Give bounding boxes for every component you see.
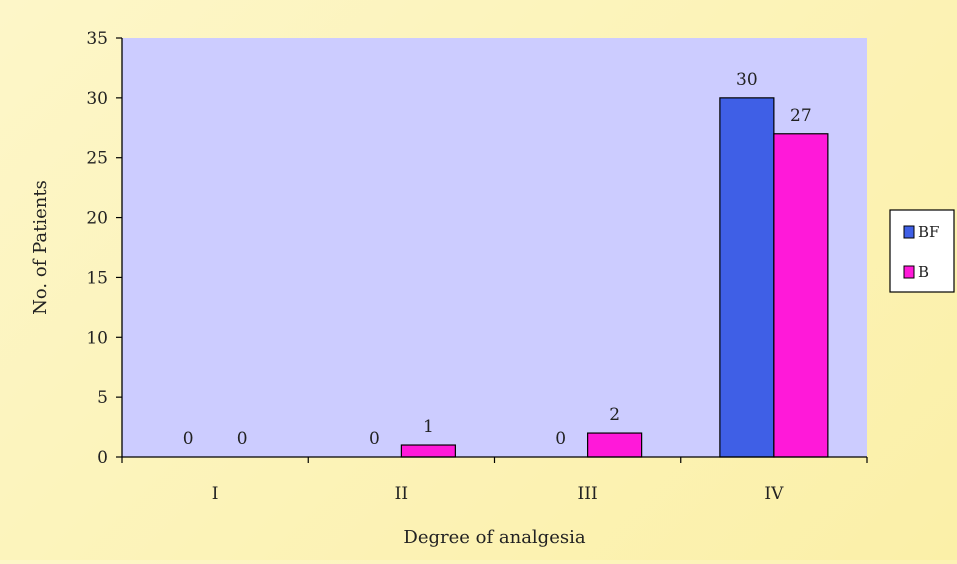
x-tick-label: I <box>212 484 219 504</box>
data-label: 27 <box>790 106 812 126</box>
legend-box <box>889 209 955 293</box>
legend-label-bf: BF <box>918 223 939 241</box>
legend-label-b: B <box>918 263 929 281</box>
data-label: 0 <box>369 429 380 449</box>
x-tick-label: III <box>578 484 598 504</box>
y-tick-label: 35 <box>86 29 108 49</box>
data-label: 30 <box>736 70 758 90</box>
y-tick-label: 10 <box>86 328 108 348</box>
data-label: 2 <box>609 405 620 425</box>
y-tick-label: 5 <box>97 388 108 408</box>
bar-b-iv <box>773 133 829 458</box>
y-tick-label: 30 <box>86 89 108 109</box>
legend: BF B <box>889 209 955 293</box>
y-tick-label: 0 <box>97 448 108 468</box>
data-label: 0 <box>183 429 194 449</box>
x-tick-label: IV <box>764 484 784 504</box>
bar-b-ii <box>400 444 456 458</box>
data-label: 1 <box>423 417 434 437</box>
bar-bf-iv <box>719 97 775 458</box>
data-label: 0 <box>237 429 248 449</box>
y-tick-label: 25 <box>86 149 108 169</box>
data-label: 0 <box>555 429 566 449</box>
y-tick-label: 20 <box>86 209 108 229</box>
y-tick-label: 15 <box>86 268 108 288</box>
legend-swatch-b <box>903 265 915 279</box>
y-axis-title: No. of Patients <box>30 180 51 315</box>
bar-b-iii <box>587 432 643 458</box>
legend-swatch-bf <box>903 225 915 239</box>
x-tick-label: II <box>395 484 408 504</box>
x-axis-title: Degree of analgesia <box>403 527 585 548</box>
